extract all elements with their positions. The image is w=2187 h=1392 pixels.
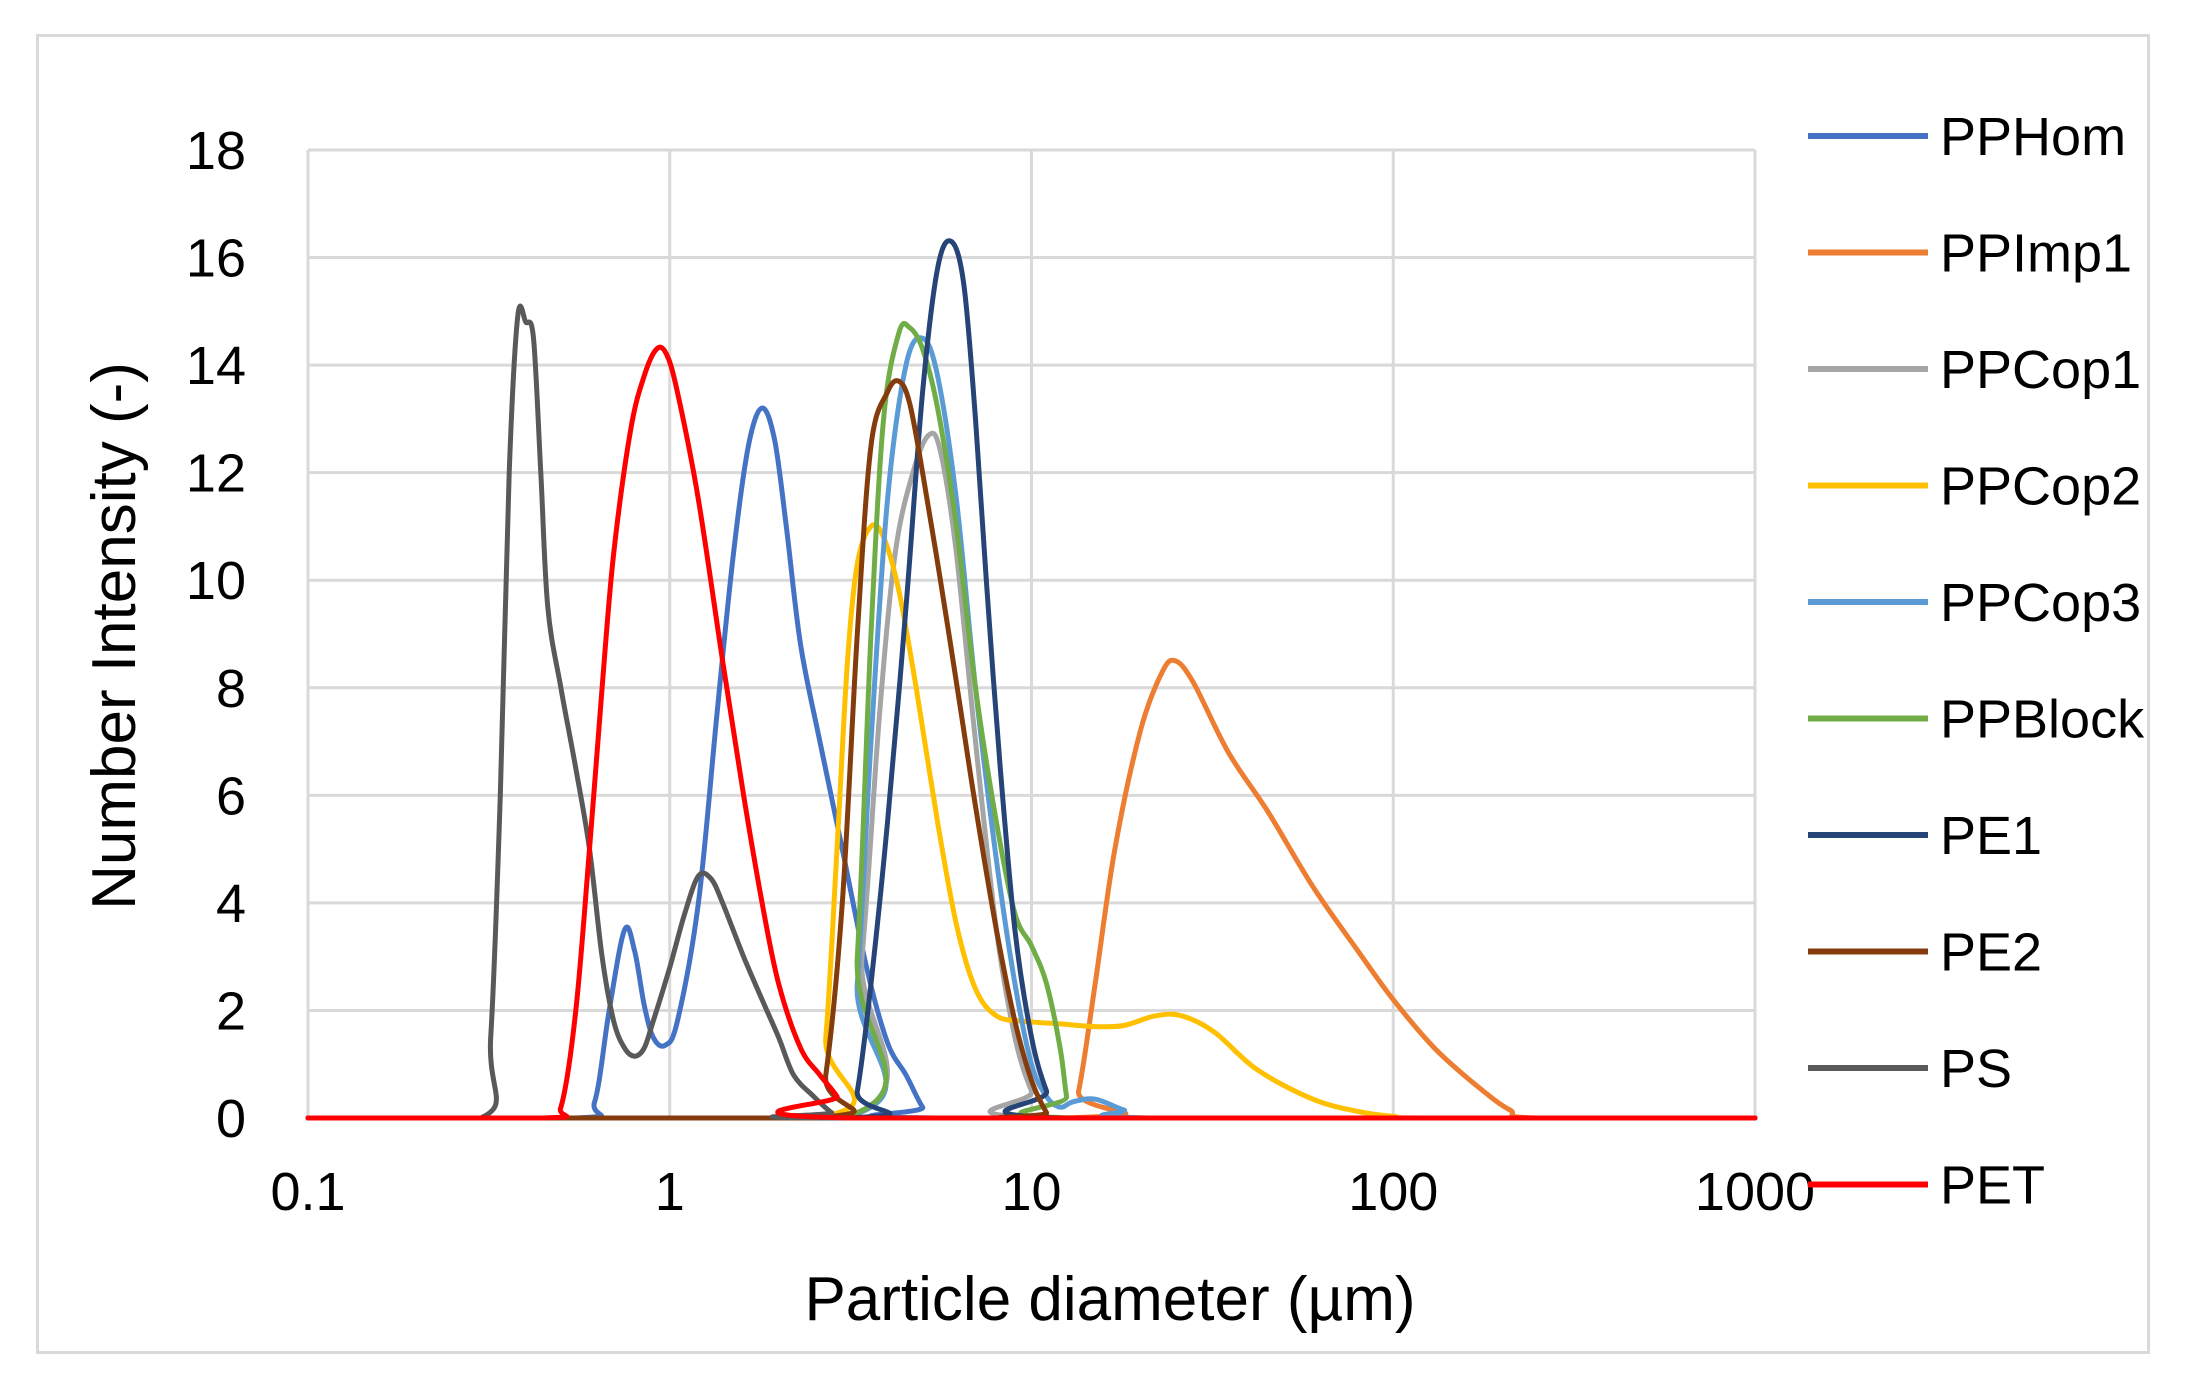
legend-label-ppcop1: PPCop1 [1940,340,2141,400]
legend-label-ppcop2: PPCop2 [1940,457,2141,517]
series-line-pe1 [305,238,1758,1121]
y-tick-label: 6 [216,766,246,826]
legend-label-pe2: PE2 [1940,923,2042,983]
x-tick-label: 10 [1001,1162,1061,1222]
series-line-ppcop2 [305,522,1758,1121]
x-tick-label: 1 [655,1162,685,1222]
y-tick-label: 10 [186,551,246,611]
x-tick-label: 1000 [1695,1162,1815,1222]
chart-frame [36,34,2150,1354]
legend-label-ps: PS [1940,1039,2012,1099]
series-line-ppblock [305,320,1758,1121]
series-line-pet [305,344,1758,1121]
y-tick-label: 0 [216,1089,246,1149]
legend-label-ppblock: PPBlock [1940,690,2145,750]
y-tick-label: 16 [186,229,246,289]
series-layer [305,238,1758,1121]
y-tick-label: 4 [216,874,246,934]
y-tick-label: 8 [216,659,246,719]
legend-label-ppcop3: PPCop3 [1940,573,2141,633]
series-line-pe2 [305,378,1758,1121]
tick-labels: 0 2 4 6 8 10 12 14 16 18 0.1 1 10 100 1000 [186,121,1815,1222]
y-tick-label: 18 [186,121,246,181]
legend-label-pphom: PPHom [1940,107,2126,167]
y-tick-label: 12 [186,444,246,504]
legend-label-pe1: PE1 [1940,806,2042,866]
legend-label-pet: PET [1940,1156,2045,1216]
series-line-ps [305,303,1758,1121]
y-tick-label: 14 [186,336,246,396]
y-tick-label: 2 [216,981,246,1041]
x-axis-title: Particle diameter (µm) [804,1265,1415,1334]
x-tick-label: 100 [1348,1162,1438,1222]
grid-lines [306,148,1757,1120]
legend: PPHom PPImp1 PPCop1 PPCop2 PPCop3 PPBlock PE1 P… [1808,107,2145,1216]
x-tick-label: 0.1 [270,1162,345,1222]
series-line-ppcop1 [305,430,1758,1121]
series-line-pphom [305,405,1758,1121]
legend-label-ppimp1: PPImp1 [1940,224,2132,284]
y-axis-title: Number Intensity (-) [80,362,149,910]
